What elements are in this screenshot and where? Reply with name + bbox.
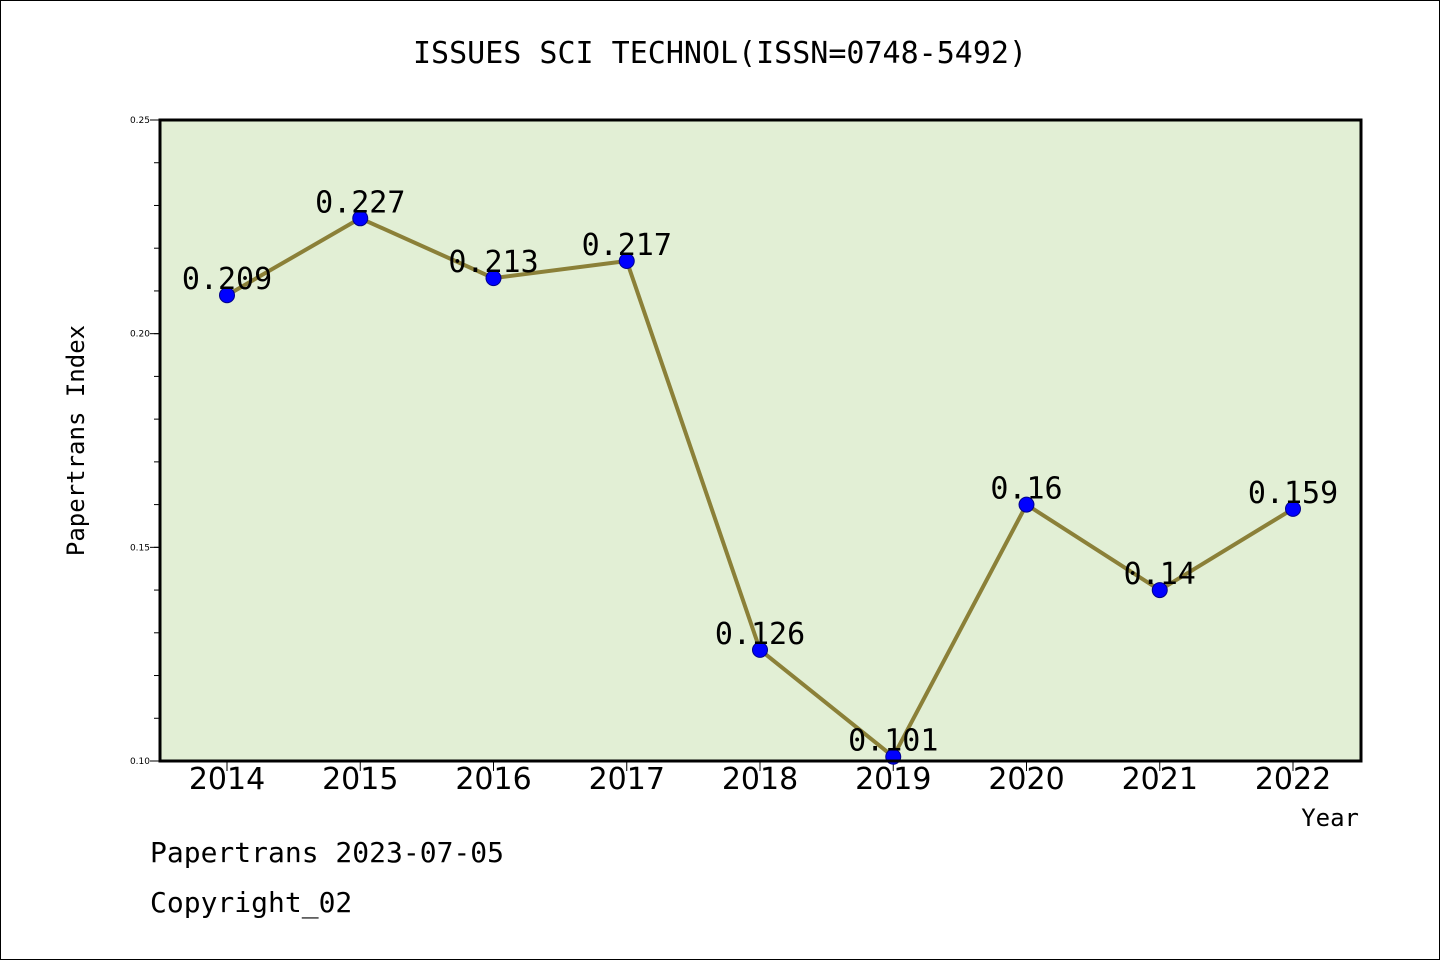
plot-border xyxy=(158,118,1363,763)
data-point xyxy=(1151,582,1168,599)
x-tick-label: 2020 xyxy=(988,762,1064,797)
data-label: 0.14 xyxy=(1124,557,1196,592)
footer-copyright: Copyright_02 xyxy=(150,886,353,919)
x-tick-label: 2018 xyxy=(722,762,798,797)
y-axis-label: Papertrans Index xyxy=(62,325,90,556)
x-axis-label: Year xyxy=(1301,804,1359,832)
data-point xyxy=(618,253,635,270)
data-label: 0.213 xyxy=(448,245,538,280)
data-label: 0.227 xyxy=(315,185,405,220)
footer-date: Papertrans 2023-07-05 xyxy=(150,836,505,869)
data-label: 0.217 xyxy=(582,228,672,263)
data-point xyxy=(1018,496,1035,513)
y-tick-label: 0.25 xyxy=(130,116,150,126)
x-tick-label: 2016 xyxy=(455,762,531,797)
data-label: 0.209 xyxy=(182,262,272,297)
data-point xyxy=(485,270,502,287)
data-label: 0.16 xyxy=(990,472,1062,507)
data-point xyxy=(1285,500,1301,517)
x-tick-label: 2017 xyxy=(589,762,665,797)
data-point xyxy=(752,641,768,658)
x-tick-label: 2019 xyxy=(855,762,931,797)
x-tick-label: 2021 xyxy=(1122,762,1198,797)
x-tick-label: 2014 xyxy=(189,762,265,797)
data-label: 0.159 xyxy=(1248,476,1338,511)
y-tick-label: 0.10 xyxy=(130,757,150,767)
x-tick-label: 2022 xyxy=(1255,762,1331,797)
data-label: 0.101 xyxy=(848,724,938,759)
data-label: 0.126 xyxy=(715,617,805,652)
y-tick-label: 0.15 xyxy=(130,543,150,553)
x-tick-label: 2015 xyxy=(322,762,398,797)
data-point xyxy=(219,287,235,304)
data-point xyxy=(352,210,369,227)
y-tick-label: 0.20 xyxy=(130,330,150,340)
chart-title: ISSUES SCI TECHNOL(ISSN=0748-5492) xyxy=(412,36,1028,71)
